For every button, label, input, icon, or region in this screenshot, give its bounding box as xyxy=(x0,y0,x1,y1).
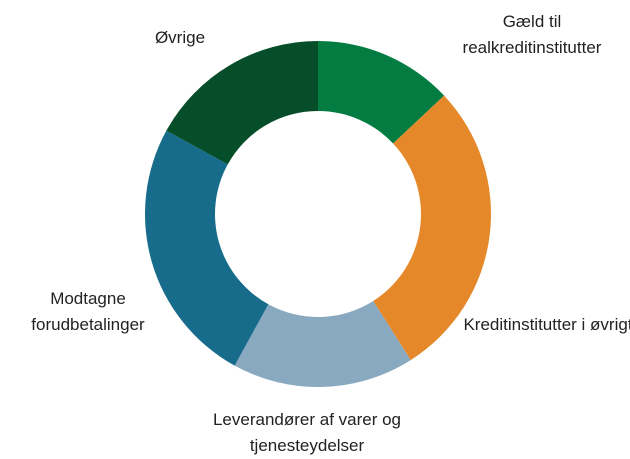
donut-segment xyxy=(234,300,411,387)
segment-label: Øvrige xyxy=(154,28,206,47)
segment-label: Leverandører af varer og tjenesteydelser xyxy=(212,410,402,455)
segment-label: Modtagne forudbetalinger xyxy=(31,289,145,334)
segment-label: Kreditinstitutter i øvrigt xyxy=(463,315,630,334)
donut-segment xyxy=(373,95,491,361)
donut-segment xyxy=(145,130,269,366)
donut-segment xyxy=(318,41,445,144)
segment-label: Gæld til realkreditinstitutter xyxy=(462,12,602,57)
donut-segment xyxy=(166,41,318,165)
